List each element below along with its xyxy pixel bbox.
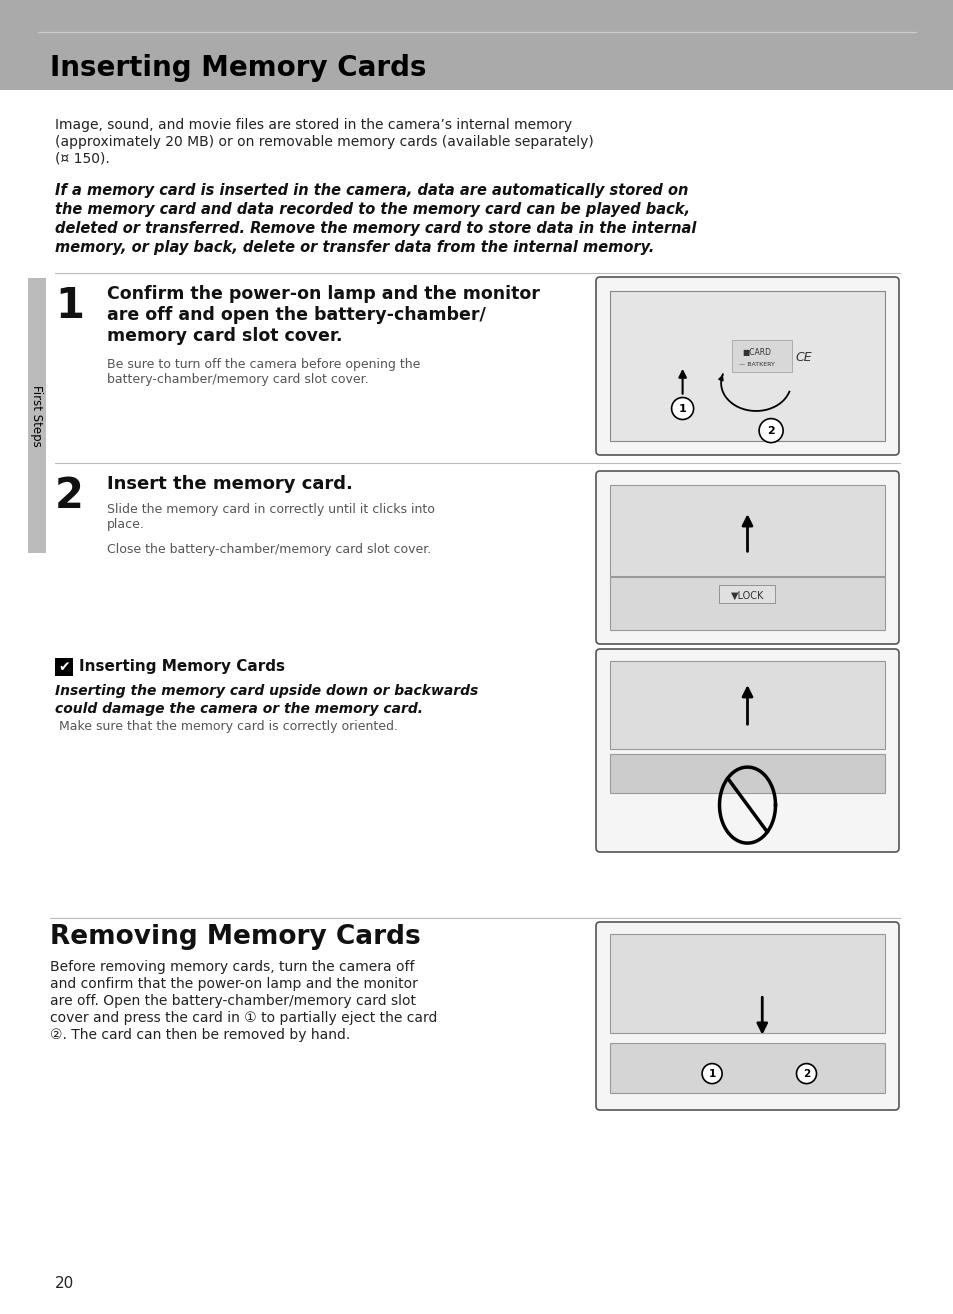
Circle shape [701, 1063, 721, 1084]
Bar [28, 279, 46, 553]
Text: 2: 2 [802, 1068, 809, 1079]
Bar [609, 577, 884, 631]
Text: Close the battery-chamber/memory card slot cover.: Close the battery-chamber/memory card sl… [107, 543, 431, 556]
Text: 2: 2 [766, 426, 774, 436]
Circle shape [759, 419, 782, 443]
Bar [609, 661, 884, 749]
Text: (¤ 150).: (¤ 150). [55, 152, 110, 166]
Bar [609, 754, 884, 794]
Text: and confirm that the power-on lamp and the monitor: and confirm that the power-on lamp and t… [50, 978, 417, 991]
Text: ②. The card can then be removed by hand.: ②. The card can then be removed by hand. [50, 1028, 350, 1042]
Text: battery-chamber/memory card slot cover.: battery-chamber/memory card slot cover. [107, 373, 368, 386]
Text: 1: 1 [708, 1068, 715, 1079]
Bar [609, 290, 884, 442]
FancyBboxPatch shape [596, 277, 898, 455]
Text: First Steps: First Steps [30, 385, 44, 447]
FancyBboxPatch shape [596, 922, 898, 1110]
Text: 1: 1 [678, 403, 686, 414]
Bar [609, 934, 884, 1033]
Bar [55, 658, 73, 675]
Bar [609, 485, 884, 576]
Text: deleted or transferred. Remove the memory card to store data in the internal: deleted or transferred. Remove the memor… [55, 221, 696, 237]
Bar [0, 0, 953, 89]
Text: the memory card and data recorded to the memory card can be played back,: the memory card and data recorded to the… [55, 202, 689, 217]
Text: (approximately 20 MB) or on removable memory cards (available separately): (approximately 20 MB) or on removable me… [55, 135, 593, 148]
Bar [732, 339, 791, 372]
FancyBboxPatch shape [596, 649, 898, 851]
Text: Insert the memory card.: Insert the memory card. [107, 474, 353, 493]
Text: CE: CE [795, 351, 812, 364]
Text: Image, sound, and movie files are stored in the camera’s internal memory: Image, sound, and movie files are stored… [55, 118, 572, 131]
Circle shape [796, 1063, 816, 1084]
Bar [719, 586, 775, 603]
Text: 2: 2 [55, 474, 84, 516]
Text: Be sure to turn off the camera before opening the: Be sure to turn off the camera before op… [107, 357, 420, 371]
Text: Confirm the power-on lamp and the monitor: Confirm the power-on lamp and the monito… [107, 285, 539, 304]
Text: Inserting Memory Cards: Inserting Memory Cards [79, 660, 285, 674]
FancyBboxPatch shape [596, 470, 898, 644]
Text: 20: 20 [55, 1276, 74, 1292]
Text: Removing Memory Cards: Removing Memory Cards [50, 924, 420, 950]
Text: are off and open the battery-chamber/: are off and open the battery-chamber/ [107, 306, 485, 325]
Text: ▼LOCK: ▼LOCK [730, 590, 763, 600]
Text: — BATΚERY: — BATΚERY [739, 361, 775, 367]
Text: ■CARD: ■CARD [742, 348, 771, 357]
Bar [0, 863, 953, 918]
Text: place.: place. [107, 518, 145, 531]
Text: memory card slot cover.: memory card slot cover. [107, 327, 342, 346]
Text: Slide the memory card in correctly until it clicks into: Slide the memory card in correctly until… [107, 503, 435, 516]
Text: ✔: ✔ [58, 660, 70, 674]
Text: If a memory card is inserted in the camera, data are automatically stored on: If a memory card is inserted in the came… [55, 183, 688, 198]
Bar [609, 1043, 884, 1093]
Text: 1: 1 [55, 285, 84, 327]
Text: cover and press the card in ① to partially eject the card: cover and press the card in ① to partial… [50, 1010, 436, 1025]
Text: are off. Open the battery-chamber/memory card slot: are off. Open the battery-chamber/memory… [50, 993, 416, 1008]
Circle shape [671, 398, 693, 419]
Text: Inserting Memory Cards: Inserting Memory Cards [50, 54, 426, 81]
Text: Inserting the memory card upside down or backwards: Inserting the memory card upside down or… [55, 685, 477, 698]
Text: Before removing memory cards, turn the camera off: Before removing memory cards, turn the c… [50, 961, 414, 974]
Text: Make sure that the memory card is correctly oriented.: Make sure that the memory card is correc… [55, 720, 397, 733]
Text: memory, or play back, delete or transfer data from the internal memory.: memory, or play back, delete or transfer… [55, 240, 654, 255]
Text: could damage the camera or the memory card.: could damage the camera or the memory ca… [55, 702, 422, 716]
